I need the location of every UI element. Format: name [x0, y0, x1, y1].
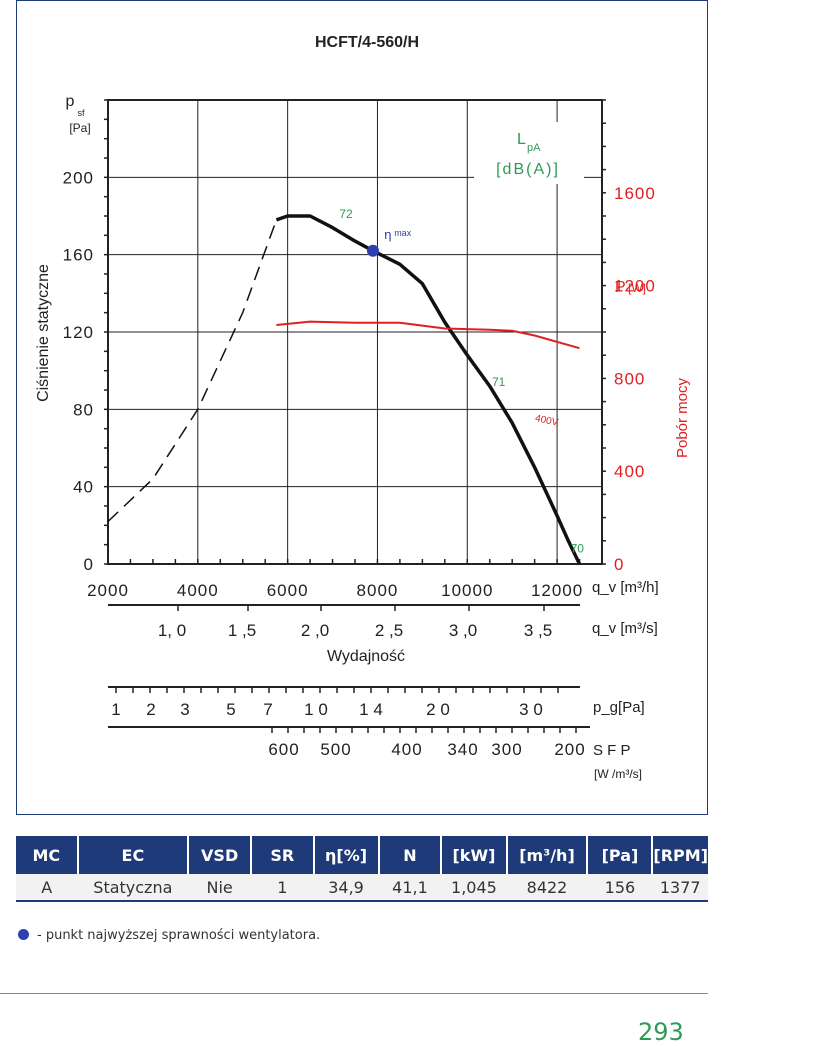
- scale-pg-label: 1 0: [304, 700, 328, 719]
- y2-symbol: P: [615, 279, 626, 296]
- power-series-label: 400V: [534, 413, 559, 429]
- y2-tick-label: 400: [614, 462, 645, 481]
- noise-level-label: 72: [339, 207, 353, 221]
- scale-qv-m3s-label: 1, 0: [158, 621, 186, 640]
- efficiency-point-icon: [18, 929, 29, 940]
- x-tick-label: 2000: [87, 581, 129, 600]
- pressure-curve: [275, 214, 582, 565]
- scale-pg-label: 3 0: [519, 700, 543, 719]
- chart-title: HCFT/4-560/H: [315, 34, 419, 51]
- page-number: 293: [638, 1018, 684, 1046]
- col-n: N: [378, 836, 443, 874]
- scale-qv-m3s-label: 2 ,0: [301, 621, 329, 640]
- power-curve-400v: [276, 320, 580, 350]
- scale-qv-m3s-label: 3 ,0: [449, 621, 477, 640]
- scale-qv-m3s-label: 2 ,5: [375, 621, 403, 640]
- col-pa: [Pa]: [587, 836, 654, 874]
- scale-pg-label: 1: [111, 700, 120, 719]
- scale-sfp-unit-sub: [W /m³/s]: [594, 767, 642, 781]
- col-ec: EC: [77, 836, 190, 874]
- cell-sr: 1: [251, 874, 314, 902]
- y2-unit: [W]: [628, 281, 646, 295]
- y2-axis-label: Pobór mocy: [674, 377, 691, 458]
- y-tick-label: 160: [63, 246, 94, 265]
- lpa-box: [474, 122, 584, 184]
- y-tick-label: 40: [73, 478, 94, 497]
- y-symbol-sub: sf: [77, 108, 85, 118]
- legend-text: - punkt najwyższej sprawności wentylator…: [37, 928, 321, 943]
- scale-qv-m3s-label: 1 ,5: [228, 621, 256, 640]
- eta-max-label: η: [384, 227, 391, 242]
- scale-sfp-label: 600: [268, 740, 299, 759]
- table-row: A Statyczna Nie 1 34,9 41,1 1,045 8422 1…: [16, 874, 708, 902]
- spec-table-header: MC EC VSD SR η[%] N [kW] [m³/h] [Pa] [RP…: [16, 836, 708, 874]
- y2-tick-label: 1600: [614, 184, 656, 203]
- lpa-sub: pA: [527, 142, 541, 154]
- scale-pg-label: 3: [180, 700, 189, 719]
- scale-pg-label: 2 0: [426, 700, 450, 719]
- footer-divider: [0, 993, 708, 994]
- y2-tick-label: 800: [614, 369, 645, 388]
- col-m3h: [m³/h]: [506, 836, 589, 874]
- scale-pg-label: 5: [226, 700, 235, 719]
- lpa-unit: [dB(A)]: [496, 161, 560, 178]
- scale-pg-label: 1 4: [359, 700, 383, 719]
- cell-rpm: 1377: [652, 874, 708, 902]
- x-tick-label: 8000: [357, 581, 399, 600]
- scale-sfp-label: 200: [554, 740, 585, 759]
- cell-eta: 34,9: [313, 874, 379, 902]
- cell-mc: A: [16, 874, 78, 902]
- noise-level-label: 70: [571, 541, 585, 555]
- y-symbol: p: [66, 93, 75, 110]
- cell-m3h: 8422: [506, 874, 588, 902]
- cell-pa: 156: [587, 874, 653, 902]
- cell-vsd: Nie: [188, 874, 252, 902]
- col-mc: MC: [16, 836, 79, 874]
- eta-max-sub: max: [394, 228, 412, 238]
- y2-tick-label: 0: [614, 555, 624, 574]
- col-eta: η[%]: [313, 836, 380, 874]
- noise-level-label: 71: [492, 375, 506, 389]
- scale-qv-m3s-unit: q_v [m³/s]: [592, 620, 658, 637]
- x-axis-unit: q_v [m³/h]: [592, 579, 659, 596]
- scale-sfp-label: 300: [491, 740, 522, 759]
- pressure-curve-dashed: [107, 219, 278, 523]
- lpa-main: L: [517, 131, 526, 148]
- x-tick-label: 4000: [177, 581, 219, 600]
- x-tick-label: 10000: [441, 581, 493, 600]
- cell-kw: 1,045: [441, 874, 507, 902]
- col-vsd: VSD: [188, 836, 253, 874]
- cell-n: 41,1: [378, 874, 442, 902]
- col-rpm: [RPM]: [652, 836, 708, 874]
- legend-note: - punkt najwyższej sprawności wentylator…: [18, 928, 320, 943]
- chart-frame: [16, 0, 708, 815]
- y2-tick-label: 1200: [614, 277, 656, 296]
- scale-sfp-unit: S F P: [593, 742, 631, 759]
- x-tick-label: 12000: [531, 581, 583, 600]
- cell-ec: Statyczna: [77, 874, 189, 902]
- scale-pg-label: 2: [146, 700, 155, 719]
- scale-pg-unit: p_g[Pa]: [593, 699, 645, 716]
- y-tick-label: 80: [73, 400, 94, 419]
- y-axis-label: Ciśnienie statyczne: [35, 264, 52, 402]
- spec-table: MC EC VSD SR η[%] N [kW] [m³/h] [Pa] [RP…: [16, 836, 708, 902]
- scale-sfp-label: 400: [391, 740, 422, 759]
- col-kw: [kW]: [441, 836, 508, 874]
- scale-pg-label: 7: [263, 700, 272, 719]
- y-unit: [Pa]: [69, 121, 90, 135]
- x-axis-label: Wydajność: [327, 648, 405, 665]
- eta-max-point: [366, 244, 379, 257]
- scale-sfp-label: 340: [447, 740, 478, 759]
- scale-qv-m3s-label: 3 ,5: [524, 621, 552, 640]
- x-tick-label: 6000: [267, 581, 309, 600]
- y-tick-label: 200: [63, 168, 94, 187]
- y-tick-label: 120: [63, 323, 94, 342]
- y-tick-label: 0: [84, 555, 94, 574]
- col-sr: SR: [251, 836, 315, 874]
- scale-sfp-label: 500: [320, 740, 351, 759]
